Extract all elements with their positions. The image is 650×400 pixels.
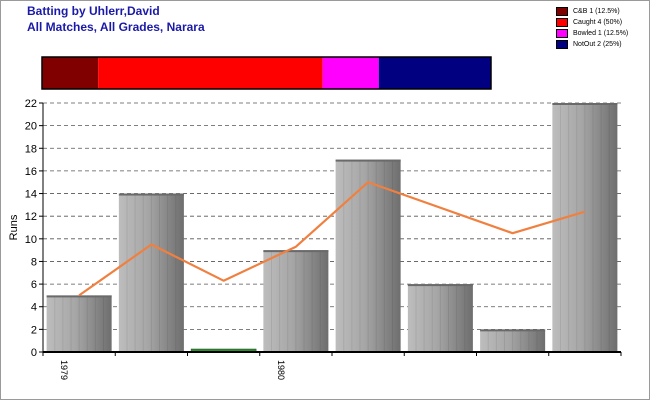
bar [407,284,473,352]
y-tick-label: 2 [31,324,37,336]
legend-item-bowled: Bowled 1 (12.5%) [556,28,628,38]
legend-label-cb: C&B 1 (12.5%) [573,7,620,15]
x-tick-label: 1980 [276,360,286,380]
y-tick-label: 18 [25,143,37,155]
y-tick-label: 8 [31,256,37,268]
legend-item-caught: Caught 4 (50%) [556,17,628,27]
legend-label-caught: Caught 4 (50%) [573,18,623,26]
bar-top-edge [46,295,112,298]
chart-title: Batting by Uhlerr,David [27,4,160,18]
y-tick-label: 10 [25,234,37,246]
dismissal-segment-bowled [322,57,379,89]
bar-body [118,193,184,352]
bar [335,159,401,352]
bar-top-edge [263,250,329,253]
legend-label-notout: NotOut 2 (25%) [573,40,622,48]
y-tick-label: 22 [25,98,37,110]
bar-body [552,103,618,352]
bar [263,250,329,352]
dismissal-stacked-bar [41,56,492,90]
dismissal-segment-notout [378,57,491,89]
y-axis-label: Runs [8,214,20,240]
y-tick-label: 12 [25,211,37,223]
y-tick-label: 16 [25,166,37,178]
bar [480,329,546,352]
bar-top-edge [480,329,546,332]
y-tick-label: 20 [25,121,37,133]
legend-swatch-cb [556,6,568,16]
bar-body [263,250,329,352]
legend-item-cb: C&B 1 (12.5%) [556,6,628,16]
dismissal-segment-cb [42,57,99,89]
chart-subtitle: All Matches, All Grades, Narara [27,20,205,34]
bar-top-edge [335,159,401,162]
bar-top-edge [407,284,473,287]
y-tick-label: 0 [31,347,37,359]
grid-lines [43,102,621,330]
legend-swatch-bowled [556,28,568,38]
bar [552,103,618,352]
y-tick-label: 4 [31,302,37,314]
bar-body [407,284,473,352]
bar-top-edge [552,103,618,105]
legend-item-notout: NotOut 2 (25%) [556,39,628,49]
bar [118,193,184,352]
legend-swatch-caught [556,17,568,27]
legend: C&B 1 (12.5%) Caught 4 (50%) Bowled 1 (1… [556,6,628,50]
legend-swatch-notout [556,39,568,49]
bar-body [480,329,546,352]
y-tick-label: 14 [25,189,37,201]
dismissal-segment-caught [98,57,323,89]
bar [46,295,112,352]
bar-body [335,159,401,352]
bar-top-edge [118,193,184,196]
axes: 0 2 4 6 8 10 12 14 16 18 20 22 Runs 1979 1980 [8,98,622,380]
bar-series [46,103,618,353]
trend-line [78,181,586,297]
y-tick-label: 6 [31,279,37,291]
line-series [78,181,586,297]
bar-body [46,295,112,352]
legend-label-bowled: Bowled 1 (12.5%) [573,29,629,37]
dismissal-bar-outline [41,56,492,90]
x-tick-label: 1979 [59,360,69,380]
